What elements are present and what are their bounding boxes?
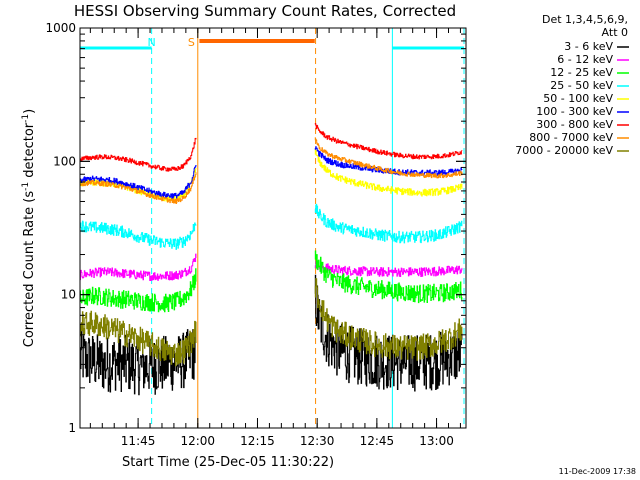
series-7-pre-segment (80, 172, 197, 204)
series-2-pre-segment (80, 268, 197, 313)
series-4-post-segment (314, 149, 463, 197)
series-1-pre-segment (80, 253, 197, 281)
legend-label-4: 50 - 100 keV (543, 92, 613, 105)
y-tick-label-0: 1 (68, 421, 76, 435)
event-marker-1: S (188, 36, 195, 49)
legend-label-2: 12 - 25 keV (550, 66, 613, 79)
series-1-post-segment (314, 260, 463, 277)
series-2-post-segment (314, 250, 463, 304)
legend-label-1: 6 - 12 keV (557, 53, 613, 66)
x-tick-label-2: 12:15 (240, 434, 275, 448)
legend-header-line2: Att 0 (602, 26, 628, 39)
series-2 (80, 250, 463, 313)
series-1 (80, 253, 463, 281)
y-tick-label-1: 10 (61, 288, 76, 302)
series-7 (80, 137, 463, 204)
x-axis: 11:45 12:00 12:15 12:30 12:45 13:00 (89, 28, 461, 448)
legend-label-0: 3 - 6 keV (564, 40, 613, 53)
legend-label-3: 25 - 50 keV (550, 79, 613, 92)
series-layer (80, 123, 463, 396)
series-3-post-segment (314, 203, 463, 244)
legend-header-line1: Det 1,3,4,5,6,9, (542, 13, 628, 26)
series-8-post-segment (314, 278, 463, 361)
legend-label-8: 7000 - 20000 keV (515, 144, 613, 157)
y-tick-label-3: 1000 (45, 21, 76, 35)
legend-label-6: 300 - 800 keV (536, 118, 613, 131)
series-8 (80, 278, 463, 367)
x-tick-label-5: 13:00 (419, 434, 454, 448)
series-8-pre-segment (80, 310, 197, 367)
series-6 (80, 123, 463, 172)
x-tick-label-0: 11:45 (121, 434, 156, 448)
y-axis: 1 10 100 1000 (45, 21, 466, 435)
x-tick-label-3: 12:30 (300, 434, 335, 448)
x-axis-label: Start Time (25-Dec-05 11:30:22) (122, 455, 334, 470)
footer-timestamp: 11-Dec-2009 17:38 (559, 467, 636, 476)
event-marker-0: N (148, 36, 156, 49)
y-tick-label-2: 100 (53, 154, 76, 168)
legend-label-7: 800 - 7000 keV (529, 131, 613, 144)
series-0 (80, 274, 463, 396)
series-4-pre-segment (80, 168, 197, 203)
series-3-pre-segment (80, 220, 197, 250)
orbit-bands (80, 39, 465, 50)
series-7-post-segment (314, 137, 463, 179)
chart-title: HESSI Observing Summary Count Rates, Cor… (74, 2, 456, 20)
x-tick-label-1: 12:00 (180, 434, 215, 448)
y-axis-label: Corrected Count Rate (s-1 detector-1) (21, 109, 37, 347)
legend-label-5: 100 - 300 keV (536, 105, 613, 118)
x-tick-label-4: 12:45 (360, 434, 395, 448)
series-0-post-segment (314, 274, 463, 392)
series-6-pre-segment (80, 137, 197, 172)
series-6-post-segment (314, 123, 463, 160)
series-3 (80, 203, 463, 250)
plot-frame (79, 27, 467, 429)
